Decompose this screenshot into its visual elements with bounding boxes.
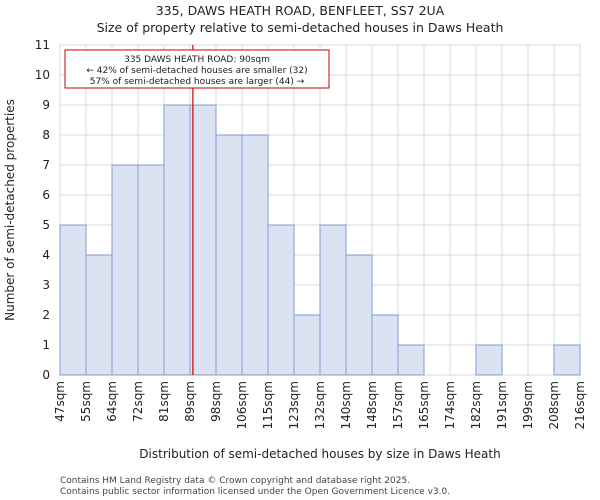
bars-layer bbox=[59, 104, 581, 376]
bar bbox=[137, 164, 165, 376]
annotation-line-3: 57% of semi-detached houses are larger (… bbox=[90, 77, 305, 87]
bar bbox=[85, 254, 113, 376]
x-tick-label: 115sqm bbox=[261, 381, 275, 429]
y-tick-label: 4 bbox=[42, 248, 50, 262]
bar bbox=[475, 344, 503, 376]
x-tick-label: 216sqm bbox=[573, 381, 587, 429]
x-tick-label: 140sqm bbox=[339, 381, 353, 429]
x-tick-label: 132sqm bbox=[313, 381, 327, 429]
x-tick-label: 191sqm bbox=[495, 381, 509, 429]
annotation-box: 335 DAWS HEATH ROAD: 90sqm ← 42% of semi… bbox=[64, 49, 330, 89]
bar bbox=[163, 104, 191, 376]
grid-layer bbox=[59, 44, 581, 376]
bar bbox=[189, 104, 217, 376]
y-tick-label: 1 bbox=[42, 338, 50, 352]
bar bbox=[319, 224, 347, 376]
x-tick-label: 72sqm bbox=[131, 381, 145, 422]
bar bbox=[345, 254, 373, 376]
bar bbox=[267, 224, 295, 376]
bar bbox=[215, 134, 243, 376]
footer-line-2: Contains public sector information licen… bbox=[60, 487, 450, 497]
x-tick-label: 55sqm bbox=[79, 381, 93, 422]
x-tick-label: 47sqm bbox=[53, 381, 67, 422]
x-tick-label: 81sqm bbox=[157, 381, 171, 422]
x-axis-label: Distribution of semi-detached houses by … bbox=[139, 447, 500, 461]
x-tick-label: 98sqm bbox=[209, 381, 223, 422]
x-tick-label: 199sqm bbox=[521, 381, 535, 429]
bar bbox=[397, 344, 425, 376]
chart-title: 335, DAWS HEATH ROAD, BENFLEET, SS7 2UA bbox=[156, 3, 445, 18]
y-axis-label: Number of semi-detached properties bbox=[3, 99, 17, 321]
bar bbox=[553, 344, 581, 376]
x-tick-label: 148sqm bbox=[365, 381, 379, 429]
y-tick-label: 0 bbox=[42, 368, 50, 382]
x-tick-label: 182sqm bbox=[469, 381, 483, 429]
y-tick-label: 5 bbox=[42, 218, 50, 232]
y-tick-label: 10 bbox=[35, 68, 50, 82]
bar bbox=[371, 314, 399, 376]
bar bbox=[241, 134, 269, 376]
x-tick-label: 208sqm bbox=[547, 381, 561, 429]
bar bbox=[293, 314, 321, 376]
x-tick-label: 165sqm bbox=[417, 381, 431, 429]
bar bbox=[111, 164, 139, 376]
y-tick-label: 11 bbox=[35, 38, 50, 52]
y-tick-label: 3 bbox=[42, 278, 50, 292]
x-tick-label: 106sqm bbox=[235, 381, 249, 429]
x-tick-label: 157sqm bbox=[391, 381, 405, 429]
annotation-line-2: ← 42% of semi-detached houses are smalle… bbox=[86, 66, 307, 76]
y-tick-label: 8 bbox=[42, 128, 50, 142]
y-tick-label: 6 bbox=[42, 188, 50, 202]
x-tick-label: 174sqm bbox=[443, 381, 457, 429]
annotation-frame bbox=[64, 49, 330, 89]
y-tick-label: 9 bbox=[42, 98, 50, 112]
y-tick-label: 7 bbox=[42, 158, 50, 172]
bar bbox=[59, 224, 87, 376]
x-tick-label: 123sqm bbox=[287, 381, 301, 429]
x-tick-label: 64sqm bbox=[105, 381, 119, 422]
footer-line-1: Contains HM Land Registry data © Crown c… bbox=[60, 476, 410, 486]
axis-layer: 0 1 2 3 4 5 6 7 8 9 10 11 47sqm 55sqm 64sqm 72sqm 81sqm 8… bbox=[35, 38, 587, 429]
annotation-line-1: 335 DAWS HEATH ROAD: 90sqm bbox=[124, 55, 270, 65]
chart-subtitle: Size of property relative to semi-detach… bbox=[97, 20, 504, 35]
y-tick-label: 2 bbox=[42, 308, 50, 322]
x-tick-label: 89sqm bbox=[183, 381, 197, 422]
